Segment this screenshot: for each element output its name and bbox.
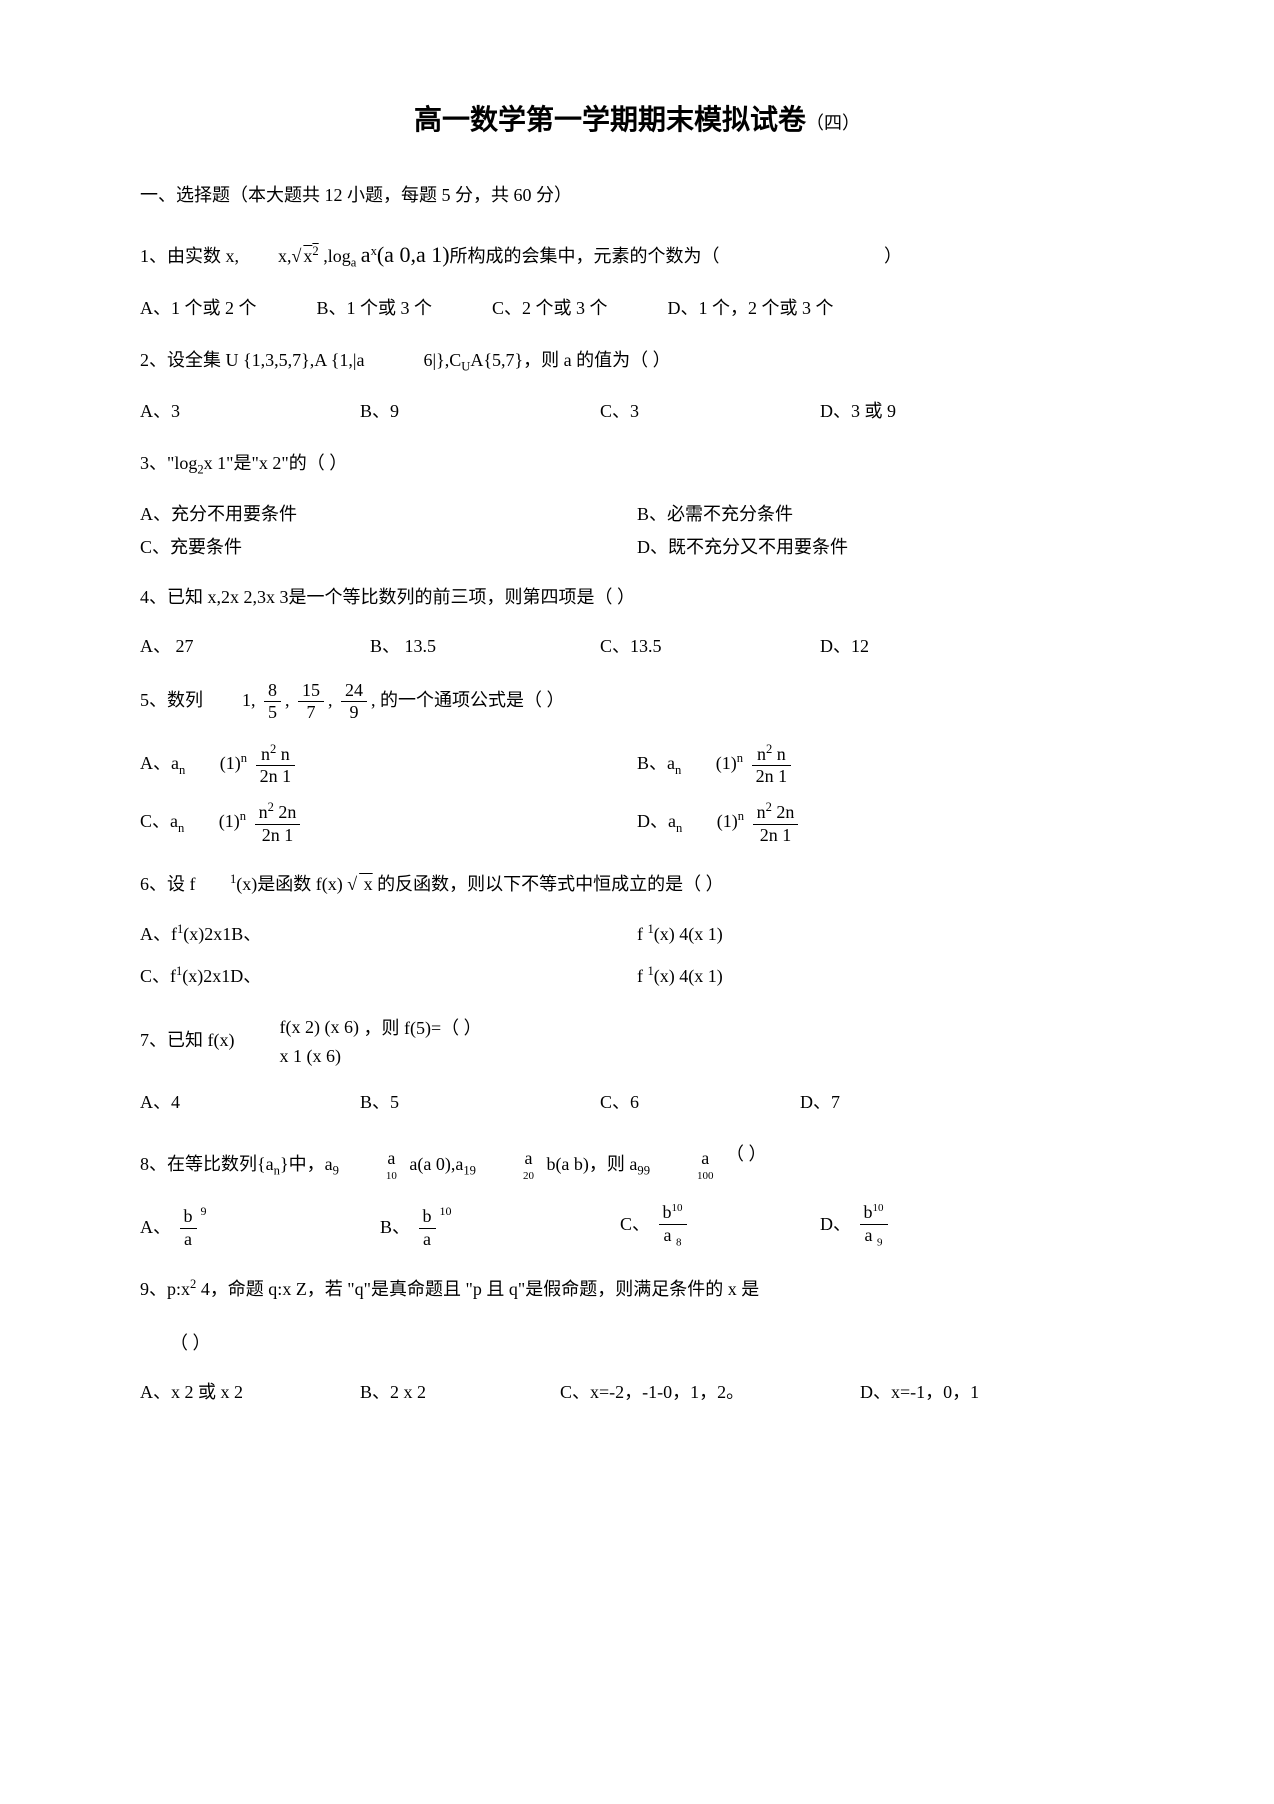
question-2: 2、设全集 U {1,3,5,7},A {1,|a 6|},CUA{5,7}，则…: [140, 342, 1134, 380]
q6-mid: (x)是函数 f(x) √: [236, 874, 357, 894]
q5-tail: 的一个通项公式是（ ）: [380, 690, 565, 710]
q5-options-row2: C、an (1)n n2 2n2n 1 D、an (1)n n2 2n2n 1: [140, 800, 1134, 846]
q5-opt-b: B、an (1)n n2 n2n 1: [637, 742, 1134, 788]
page-title: 高一数学第一学期期末模拟试卷（四）: [140, 100, 1134, 142]
q2-options: A、3 B、9 C、3 D、3 或 9: [140, 398, 1134, 425]
q6-sqrt: x: [357, 874, 373, 894]
q3-pre: 3、"log: [140, 453, 197, 473]
q1-opt-d: D、1 个，2 个或 3 个: [668, 295, 834, 322]
q6-opt-b: f 1(x) 4(x 1): [637, 920, 1134, 948]
title-sub: （四）: [806, 113, 860, 133]
q3-opt-c: C、充要条件: [140, 534, 637, 561]
q5-frac2: 157: [298, 680, 324, 724]
q6-opt-d: f 1(x) 4(x 1): [637, 962, 1134, 990]
q5-opt-d: D、an (1)n n2 2n2n 1: [637, 800, 1134, 846]
q8-opt-a: A、 ba9: [140, 1202, 380, 1251]
question-9: 9、p:x2 4，命题 q:x Z，若 "q"是真命题且 "p 且 q"是假命题…: [140, 1271, 1134, 1307]
title-main: 高一数学第一学期期末模拟试卷: [414, 105, 806, 136]
q1-opt-b: B、1 个或 3 个: [317, 295, 433, 322]
q4-opt-b: B、 13.5: [370, 633, 600, 660]
q9-pre: 9、p:x: [140, 1279, 190, 1299]
q5-frac3: 249: [341, 680, 367, 724]
q8-a10: a10: [382, 1148, 401, 1183]
q7-opt-c: C、6: [600, 1089, 800, 1116]
q2-tail: A{5,7}，则 a 的值为（ ）: [470, 350, 670, 370]
question-5: 5、数列 1, 85, 157, 249, 的一个通项公式是（ ）: [140, 680, 1134, 724]
q7-piecewise: f(x 2) (x 6) x 1 (x 6): [273, 1013, 358, 1071]
q5-frac1: 85: [264, 680, 281, 724]
q3-options-row2: C、充要条件 D、既不充分又不用要条件: [140, 534, 1134, 561]
q1-pre: 1、由实数 x,: [140, 246, 239, 266]
q5-options-row1: A、an (1)n n2 n2n 1 B、an (1)n n2 n2n 1: [140, 742, 1134, 788]
q8-a100: a100: [693, 1148, 718, 1183]
q7-tail: ，则 f(5)=（ ）: [363, 1018, 481, 1038]
q5-opt-c: C、an (1)n n2 2n2n 1: [140, 800, 637, 846]
exam-page: 高一数学第一学期期末模拟试卷（四） 一、选择题（本大题共 12 小题，每题 5 …: [0, 0, 1274, 1486]
q8-opt-d: D、 b10a 9: [820, 1202, 892, 1249]
q8-close: （ ）: [726, 1144, 767, 1164]
section-1-heading: 一、选择题（本大题共 12 小题，每题 5 分，共 60 分）: [140, 182, 1134, 209]
q5-opt-a: A、an (1)n n2 n2n 1: [140, 742, 637, 788]
q6-tail: 的反函数，则以下不等式中恒成立的是（ ）: [373, 874, 724, 894]
q6-pre: 6、设 f: [140, 874, 196, 894]
q7-options: A、4 B、5 C、6 D、7: [140, 1089, 1134, 1116]
q7-opt-d: D、7: [800, 1089, 840, 1116]
q4-opt-a: A、 27: [140, 633, 370, 660]
q9-mid: 4，命题 q:x Z，若 "q"是真命题且 "p 且 q"是假命题，则满足条件的…: [196, 1279, 759, 1299]
q1-cond: (a 0,a 1): [377, 242, 450, 267]
q1-sqrt: √x2: [292, 246, 319, 266]
q9-paren: （ ）: [170, 1325, 1134, 1361]
question-8: 8、在等比数列{an}中，a9 a10 a(a 0),a19 a20 b(a b…: [140, 1136, 1134, 1184]
q9-options: A、x 2 或 x 2 B、2 x 2 C、x=-2，-1-0，1，2。 D、x…: [140, 1379, 1134, 1406]
q3-opt-b: B、必需不充分条件: [637, 501, 1134, 528]
question-6: 6、设 f 1(x)是函数 f(x) √ x 的反函数，则以下不等式中恒成立的是…: [140, 866, 1134, 902]
q2-opt-b: B、9: [360, 398, 600, 425]
q6-opt-c: C、f1(x)2x1D、: [140, 962, 637, 990]
q4-options: A、 27 B、 13.5 C、13.5 D、12: [140, 633, 1134, 660]
q8-pre: 8、在等比数列{a: [140, 1154, 274, 1174]
q1-options: A、1 个或 2 个 B、1 个或 3 个 C、2 个或 3 个 D、1 个，2…: [140, 295, 1134, 322]
q1-close: ）: [884, 246, 902, 266]
q3-options-row1: A、充分不用要条件 B、必需不充分条件: [140, 501, 1134, 528]
q5-one: 1,: [242, 690, 256, 710]
question-3: 3、"log2x 1"是"x 2"的（ ）: [140, 445, 1134, 483]
question-7: 7、已知 f(x) f(x 2) (x 6) x 1 (x 6) ，则 f(5)…: [140, 1010, 1134, 1071]
q2-opt-a: A、3: [140, 398, 360, 425]
q8-opt-c: C、 b10a 8: [620, 1202, 820, 1249]
q7-pre: 7、已知 f(x): [140, 1030, 234, 1050]
q2-pre: 2、设全集 U {1,3,5,7},A {1,|a: [140, 350, 365, 370]
q1-x: x,: [278, 246, 292, 266]
q2-opt-d: D、3 或 9: [820, 398, 896, 425]
q9-opt-c: C、x=-2，-1-0，1，2。: [560, 1379, 860, 1406]
q1-log: ,log: [323, 246, 351, 266]
question-4: 4、已知 x,2x 2,3x 3是一个等比数列的前三项，则第四项是（ ）: [140, 579, 1134, 615]
q3-opt-a: A、充分不用要条件: [140, 501, 637, 528]
q7-opt-a: A、4: [140, 1089, 360, 1116]
q1-tail: 所构成的会集中，元素的个数为（: [450, 246, 720, 266]
q7-opt-b: B、5: [360, 1089, 600, 1116]
q9-opt-b: B、2 x 2: [360, 1379, 560, 1406]
q1-opt-a: A、1 个或 2 个: [140, 295, 257, 322]
q4-opt-c: C、13.5: [600, 633, 820, 660]
q2-opt-c: C、3: [600, 398, 820, 425]
q8-a20: a20: [519, 1148, 538, 1183]
q6-opt-a: A、f1(x)2x1B、: [140, 920, 637, 948]
q8-opt-b: B、 ba10: [380, 1202, 620, 1251]
q5-pre: 5、数列: [140, 690, 203, 710]
q4-opt-d: D、12: [820, 633, 869, 660]
q3-mid: x 1"是"x 2"的（ ）: [204, 453, 348, 473]
q6-options-row1: A、f1(x)2x1B、 f 1(x) 4(x 1): [140, 920, 1134, 948]
q9-opt-a: A、x 2 或 x 2: [140, 1379, 360, 1406]
question-1: 1、由实数 x, x,√x2 ,loga ax(a 0,a 1)所构成的会集中，…: [140, 233, 1134, 277]
q3-opt-d: D、既不充分又不用要条件: [637, 534, 1134, 561]
q6-options-row2: C、f1(x)2x1D、 f 1(x) 4(x 1): [140, 962, 1134, 990]
q9-opt-d: D、x=-1，0，1: [860, 1379, 979, 1406]
q8-options: A、 ba9 B、 ba10 C、 b10a 8 D、 b10a 9: [140, 1202, 1134, 1251]
q1-opt-c: C、2 个或 3 个: [492, 295, 608, 322]
q2-mid: 6|},C: [424, 350, 462, 370]
q1-ax: a: [361, 242, 371, 267]
